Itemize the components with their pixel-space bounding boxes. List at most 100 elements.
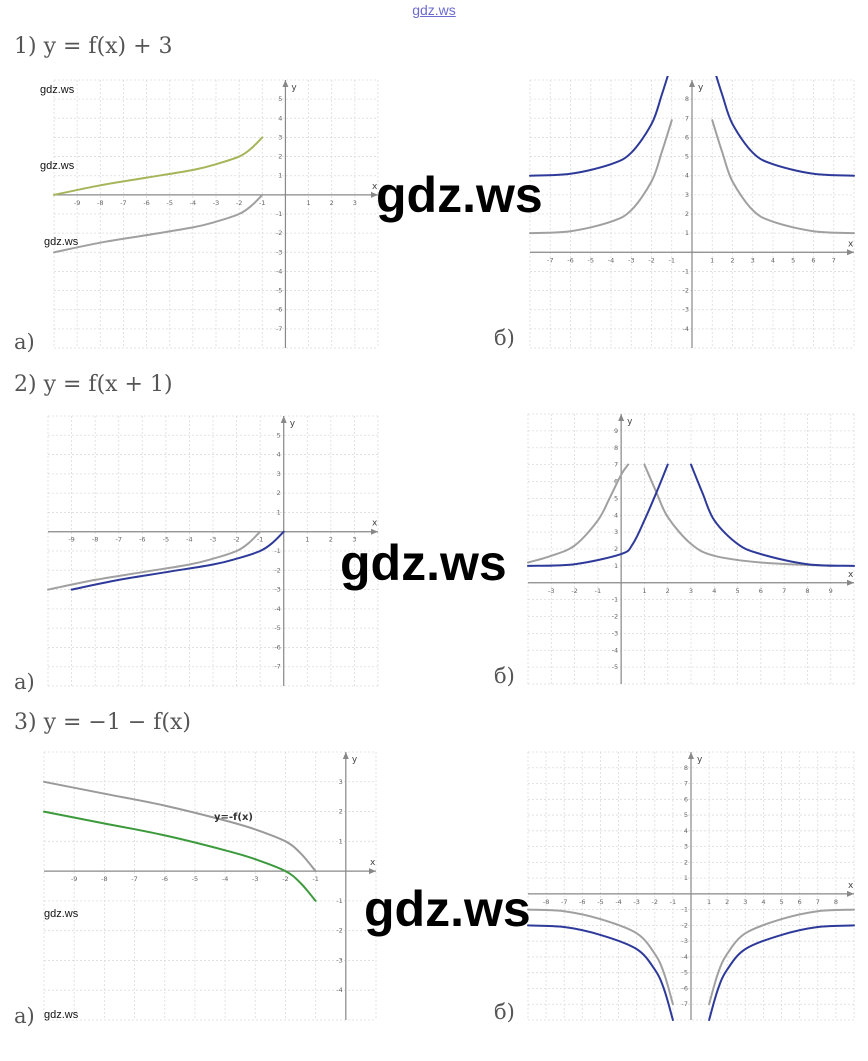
x-tick-label: -5 <box>166 199 172 207</box>
x-tick-label: -7 <box>561 898 567 906</box>
x-tick-label: -6 <box>579 898 585 906</box>
y-tick-label: -1 <box>276 210 282 218</box>
x-tick-label: 2 <box>666 587 670 595</box>
y-tick-label: 1 <box>339 837 343 845</box>
x-tick-label: -6 <box>143 199 149 207</box>
section-2-heading: 2) y = f(x + 1) <box>14 372 173 397</box>
chart-1a: x y -9 -8 -7 -6 -5 -4 -3 -2 -1 1 2 3 -7 -6 -5 -4 -3 -2 -1 1 2 3… <box>53 79 379 349</box>
x-tick-label: 5 <box>736 587 740 595</box>
x-tick-label: 4 <box>712 587 716 595</box>
chart-2a: x y -9 -8 -7 -6 -5 -4 -3 -2 -1 1 2 3 -7 -6 -5 -4 -3 -2 -1 1 2 3… <box>47 415 379 687</box>
x-tick-label: -2 <box>236 199 242 207</box>
y-tick-label: -3 <box>682 937 688 945</box>
grid <box>53 79 379 349</box>
x-tick-label: -4 <box>222 875 228 883</box>
small-watermark: gdz.ws <box>44 236 79 248</box>
y-tick-label: 3 <box>339 778 343 786</box>
y-tick-label: 1 <box>277 508 281 516</box>
y-tick-label: -4 <box>274 605 280 613</box>
x-tick-label: -8 <box>92 536 98 544</box>
large-watermark: gdz.ws <box>340 535 507 591</box>
y-axis-arrow <box>280 416 287 423</box>
y-tick-label: 2 <box>684 858 688 866</box>
x-axis-label: x <box>848 881 854 891</box>
section-2-label-b: б) <box>494 664 515 688</box>
y-tick-label: 9 <box>614 427 618 435</box>
series-line-4 <box>690 463 855 567</box>
series-line-1 <box>529 76 669 177</box>
x-tick-label: -3 <box>628 256 634 264</box>
x-tick-label: -7 <box>547 256 553 264</box>
chart-3a-annotation: y=-f(x) <box>214 812 253 823</box>
y-tick-label: -3 <box>276 248 282 256</box>
x-tick-label: -2 <box>233 536 239 544</box>
x-tick-label: -7 <box>131 875 137 883</box>
y-tick-label: -4 <box>682 953 688 961</box>
y-tick-label: 2 <box>685 210 689 218</box>
y-tick-label: -3 <box>683 306 689 314</box>
x-axis-arrow <box>847 249 854 256</box>
x-tick-label: 6 <box>811 256 815 264</box>
x-tick-label: -5 <box>192 875 198 883</box>
x-axis-label: x <box>372 519 378 529</box>
x-tick-label: -5 <box>163 536 169 544</box>
x-axis-arrow <box>371 528 378 535</box>
x-axis-label: x <box>372 182 378 192</box>
chart-2b: x y -3 -2 -1 1 2 3 4 5 6 7 8 9 -5 -4 -3 -2 -1 1 2 3 4 5 6 7 8 9 <box>527 413 855 685</box>
x-tick-label: -1 <box>669 256 675 264</box>
y-tick-label: -7 <box>274 663 280 671</box>
y-tick-label: -1 <box>274 547 280 555</box>
x-tick-label: -9 <box>71 875 77 883</box>
series-line-2 <box>70 530 285 591</box>
y-tick-label: 5 <box>685 153 689 161</box>
x-tick-label: -1 <box>259 199 265 207</box>
y-tick-label: 4 <box>614 511 618 519</box>
x-tick-label: -2 <box>571 587 577 595</box>
x-tick-label: 3 <box>689 587 693 595</box>
chart-1b: x y -7 -6 -5 -4 -3 -2 -1 1 2 3 4 5 6 7 -4 -3 -2 -1 1 2 3 4 5 6 7 8 <box>529 76 855 349</box>
x-tick-label: 3 <box>743 898 747 906</box>
x-axis-label: x <box>370 858 376 868</box>
y-tick-label: -1 <box>612 596 618 604</box>
x-tick-label: 3 <box>352 536 356 544</box>
series-line-1 <box>527 908 674 1006</box>
x-tick-label: -4 <box>608 256 614 264</box>
y-tick-label: -1 <box>683 267 689 275</box>
x-tick-label: -2 <box>652 898 658 906</box>
top-watermark-link[interactable]: gdz.ws <box>412 2 456 18</box>
y-tick-label: -3 <box>274 586 280 594</box>
x-tick-label: 8 <box>805 587 809 595</box>
x-tick-label: 3 <box>353 199 357 207</box>
x-tick-label: -3 <box>210 536 216 544</box>
x-tick-label: 6 <box>798 898 802 906</box>
y-tick-label: 3 <box>684 843 688 851</box>
y-tick-label: 4 <box>278 114 282 122</box>
y-axis-label: y <box>290 419 296 429</box>
section-1-heading: 1) y = f(x) + 3 <box>14 34 173 59</box>
x-tick-label: 3 <box>751 256 755 264</box>
x-tick-label: 4 <box>761 898 765 906</box>
y-tick-label: 2 <box>614 545 618 553</box>
series-line-2 <box>708 908 855 1006</box>
y-tick-label: 5 <box>684 811 688 819</box>
y-tick-label: 8 <box>684 764 688 772</box>
chart-3a: x y -9 -8 -7 -6 -5 -4 -3 -2 -1 -4 -3 -2 -1 1 2 3 <box>43 751 377 1021</box>
x-tick-label: -4 <box>190 199 196 207</box>
y-tick-label: -1 <box>336 897 342 905</box>
x-tick-label: -7 <box>120 199 126 207</box>
x-tick-label: 7 <box>832 256 836 264</box>
y-axis-arrow <box>282 80 289 87</box>
x-tick-label: -8 <box>101 875 107 883</box>
series-line-4 <box>708 924 855 1021</box>
x-axis-label: x <box>848 239 854 249</box>
y-tick-label: 4 <box>277 451 281 459</box>
x-tick-label: 2 <box>330 199 334 207</box>
x-tick-label: -2 <box>648 256 654 264</box>
x-tick-label: -1 <box>257 536 263 544</box>
y-axis-arrow <box>688 752 694 759</box>
y-tick-label: -2 <box>274 566 280 574</box>
y-tick-label: 3 <box>278 133 282 141</box>
y-tick-label: 6 <box>684 795 688 803</box>
y-axis-arrow <box>342 752 349 759</box>
y-axis-label: y <box>352 755 358 765</box>
